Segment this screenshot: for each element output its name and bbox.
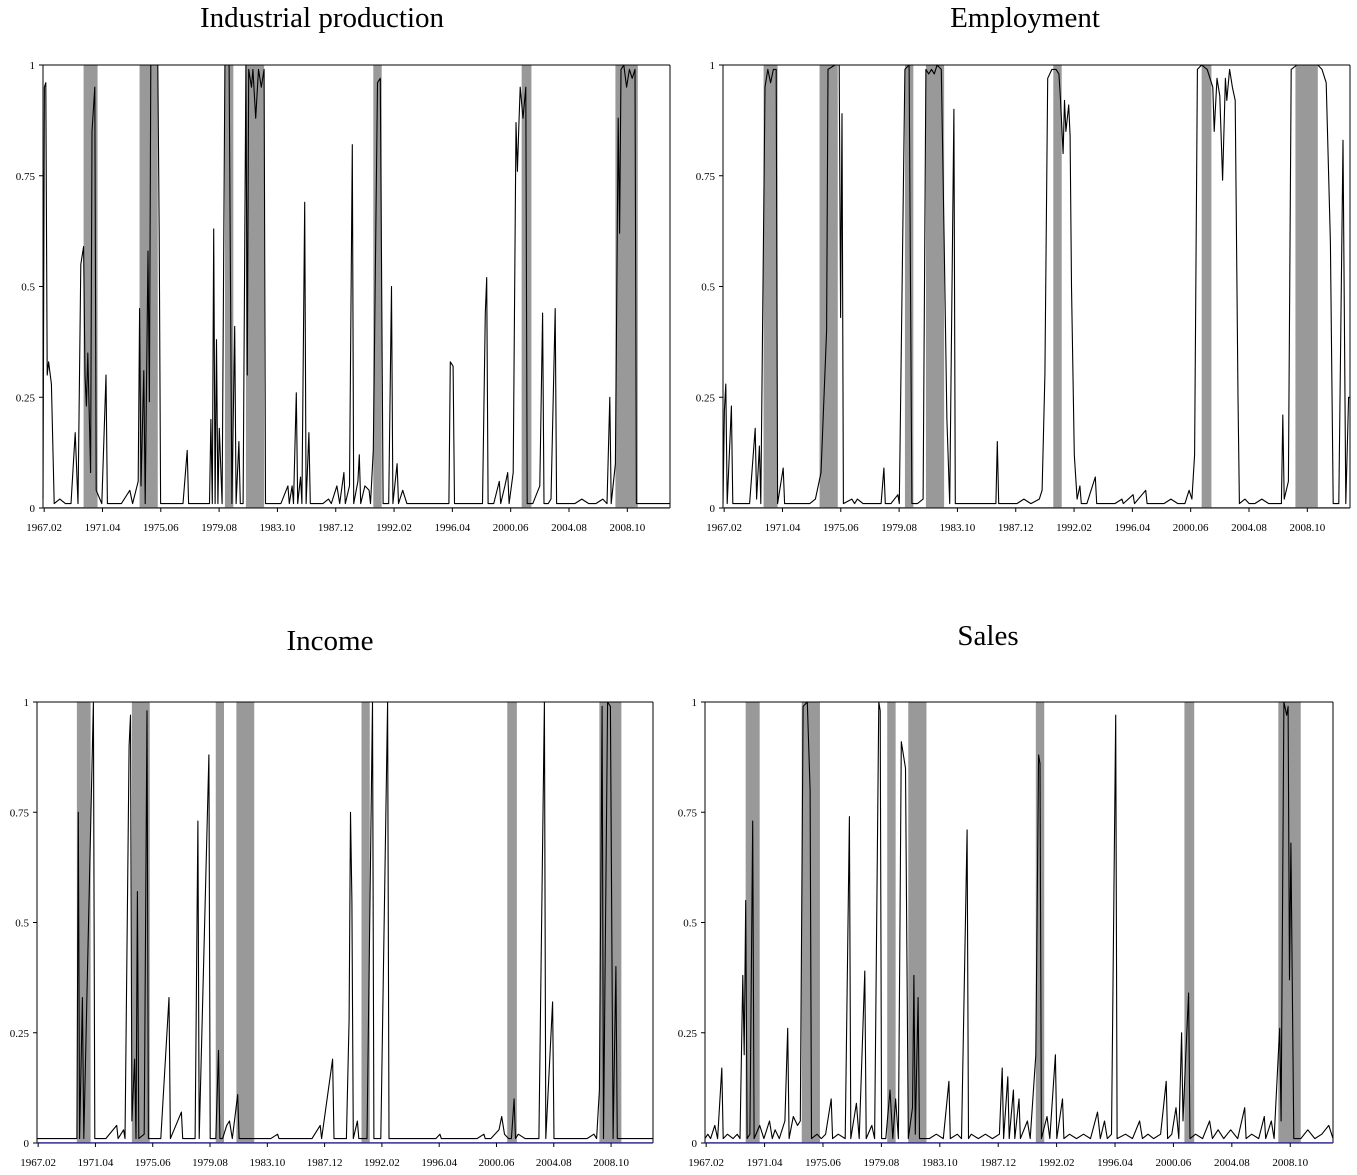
y-tick-label: 0.75 xyxy=(16,171,36,183)
y-tick-label: 1 xyxy=(710,60,716,72)
y-tick-label: 0 xyxy=(30,503,36,515)
x-tick-label: 1979.08 xyxy=(201,522,237,534)
x-tick-label: 1967.02 xyxy=(706,522,742,534)
x-tick-label: 1996.04 xyxy=(1114,522,1150,534)
x-tick-label: 1971.04 xyxy=(85,522,121,534)
x-tick-label: 1992.02 xyxy=(1039,1157,1075,1169)
shaded-period-0 xyxy=(76,702,91,1143)
shaded-period-6 xyxy=(1295,65,1318,508)
x-tick-label: 1975.06 xyxy=(823,522,859,534)
x-tick-label: 1987.12 xyxy=(307,1157,343,1169)
chart-panel-2: Income 0 0.25 0.5 0.75 1 1967.02 1971.04 1975.06… xyxy=(10,625,654,1169)
x-tick-label: 1971.04 xyxy=(78,1157,114,1169)
x-tick-label: 2008.10 xyxy=(1272,1157,1308,1169)
x-tick-label: 1971.04 xyxy=(765,522,801,534)
y-tick-label: 0.75 xyxy=(678,807,698,819)
chart-title: Income xyxy=(287,625,374,657)
shaded-period-3 xyxy=(245,65,265,508)
x-tick-label: 1971.04 xyxy=(747,1157,783,1169)
y-tick-label: 0 xyxy=(24,1138,30,1150)
series-line-0 xyxy=(704,701,1334,1140)
x-tick-label: 1987.12 xyxy=(998,522,1034,534)
shaded-period-4 xyxy=(1053,65,1062,508)
x-tick-label: 2004.08 xyxy=(1214,1157,1250,1169)
y-tick-label: 0.25 xyxy=(696,392,716,404)
y-tick-label: 0.75 xyxy=(10,807,30,819)
shaded-period-4 xyxy=(361,702,370,1143)
shaded-period-3 xyxy=(908,702,927,1143)
shaded-period-4 xyxy=(373,65,382,508)
chart-title: Sales xyxy=(957,620,1018,652)
y-tick-label: 0 xyxy=(710,503,716,515)
y-tick-label: 0.5 xyxy=(683,918,697,930)
x-tick-label: 1996.04 xyxy=(1097,1157,1133,1169)
x-tick-label: 1983.10 xyxy=(940,522,976,534)
shaded-period-3 xyxy=(925,65,945,508)
x-tick-label: 1992.02 xyxy=(1056,522,1092,534)
shaded-period-0 xyxy=(763,65,778,508)
y-tick-label: 0.25 xyxy=(10,1028,30,1040)
x-tick-label: 1979.08 xyxy=(881,522,917,534)
shaded-period-2 xyxy=(215,702,224,1143)
shaded-period-2 xyxy=(224,65,234,508)
y-tick-label: 0.25 xyxy=(678,1028,698,1040)
x-tick-label: 2008.10 xyxy=(593,1157,629,1169)
x-tick-label: 1992.02 xyxy=(364,1157,400,1169)
x-tick-label: 2008.10 xyxy=(1289,522,1325,534)
shaded-period-5 xyxy=(1184,702,1195,1143)
y-tick-label: 0.25 xyxy=(16,392,36,404)
x-tick-label: 1975.06 xyxy=(135,1157,171,1169)
x-tick-label: 1996.04 xyxy=(421,1157,457,1169)
x-tick-label: 2000.06 xyxy=(479,1157,515,1169)
y-tick-label: 1 xyxy=(24,697,30,709)
shaded-period-3 xyxy=(236,702,255,1143)
chart-panel-0: Industrial production 0 0.25 0.5 0.75 1 1967.0… xyxy=(16,2,671,534)
shaded-period-4 xyxy=(1035,702,1045,1143)
x-tick-label: 1975.06 xyxy=(143,522,179,534)
x-tick-label: 1967.02 xyxy=(688,1157,724,1169)
x-tick-label: 1979.08 xyxy=(864,1157,900,1169)
x-tick-label: 1967.02 xyxy=(20,1157,56,1169)
shaded-period-2 xyxy=(904,65,914,508)
x-tick-label: 1975.06 xyxy=(805,1157,841,1169)
x-tick-label: 1992.02 xyxy=(376,522,412,534)
shaded-period-5 xyxy=(1201,65,1212,508)
shaded-period-6 xyxy=(615,65,638,508)
y-tick-label: 0.5 xyxy=(701,282,715,294)
chart-title: Employment xyxy=(950,2,1100,34)
x-tick-label: 2008.10 xyxy=(609,522,645,534)
y-tick-label: 0 xyxy=(692,1138,698,1150)
shaded-period-5 xyxy=(507,702,517,1143)
y-tick-label: 1 xyxy=(692,697,698,709)
x-tick-label: 2000.06 xyxy=(1156,1157,1192,1169)
chart-panel-1: Employment 0 0.25 0.5 0.75 1 1967.02 1971.04 197… xyxy=(696,2,1351,534)
x-tick-label: 1987.12 xyxy=(318,522,354,534)
x-tick-label: 1967.02 xyxy=(26,522,62,534)
x-tick-label: 2004.08 xyxy=(551,522,587,534)
series-line-0 xyxy=(42,64,670,505)
x-tick-label: 1979.08 xyxy=(192,1157,228,1169)
chart-title: Industrial production xyxy=(200,2,445,34)
x-tick-label: 2004.08 xyxy=(1231,522,1267,534)
y-tick-label: 0.5 xyxy=(15,918,29,930)
x-tick-label: 1996.04 xyxy=(434,522,470,534)
x-tick-label: 1983.10 xyxy=(260,522,296,534)
y-tick-label: 0.75 xyxy=(696,171,716,183)
shaded-period-2 xyxy=(887,702,896,1143)
x-tick-label: 2000.06 xyxy=(1173,522,1209,534)
chart-panel-3: Sales 0 0.25 0.5 0.75 1 1967.02 1971.04 1975.06 1… xyxy=(678,620,1334,1169)
series-line-0 xyxy=(722,64,1350,505)
x-tick-label: 2004.08 xyxy=(536,1157,572,1169)
y-tick-label: 0.5 xyxy=(21,282,35,294)
x-tick-label: 2000.06 xyxy=(493,522,529,534)
y-tick-label: 1 xyxy=(30,60,36,72)
x-tick-label: 1983.10 xyxy=(922,1157,958,1169)
series-line-0 xyxy=(37,701,653,1140)
x-tick-label: 1983.10 xyxy=(249,1157,285,1169)
x-tick-label: 1987.12 xyxy=(980,1157,1016,1169)
